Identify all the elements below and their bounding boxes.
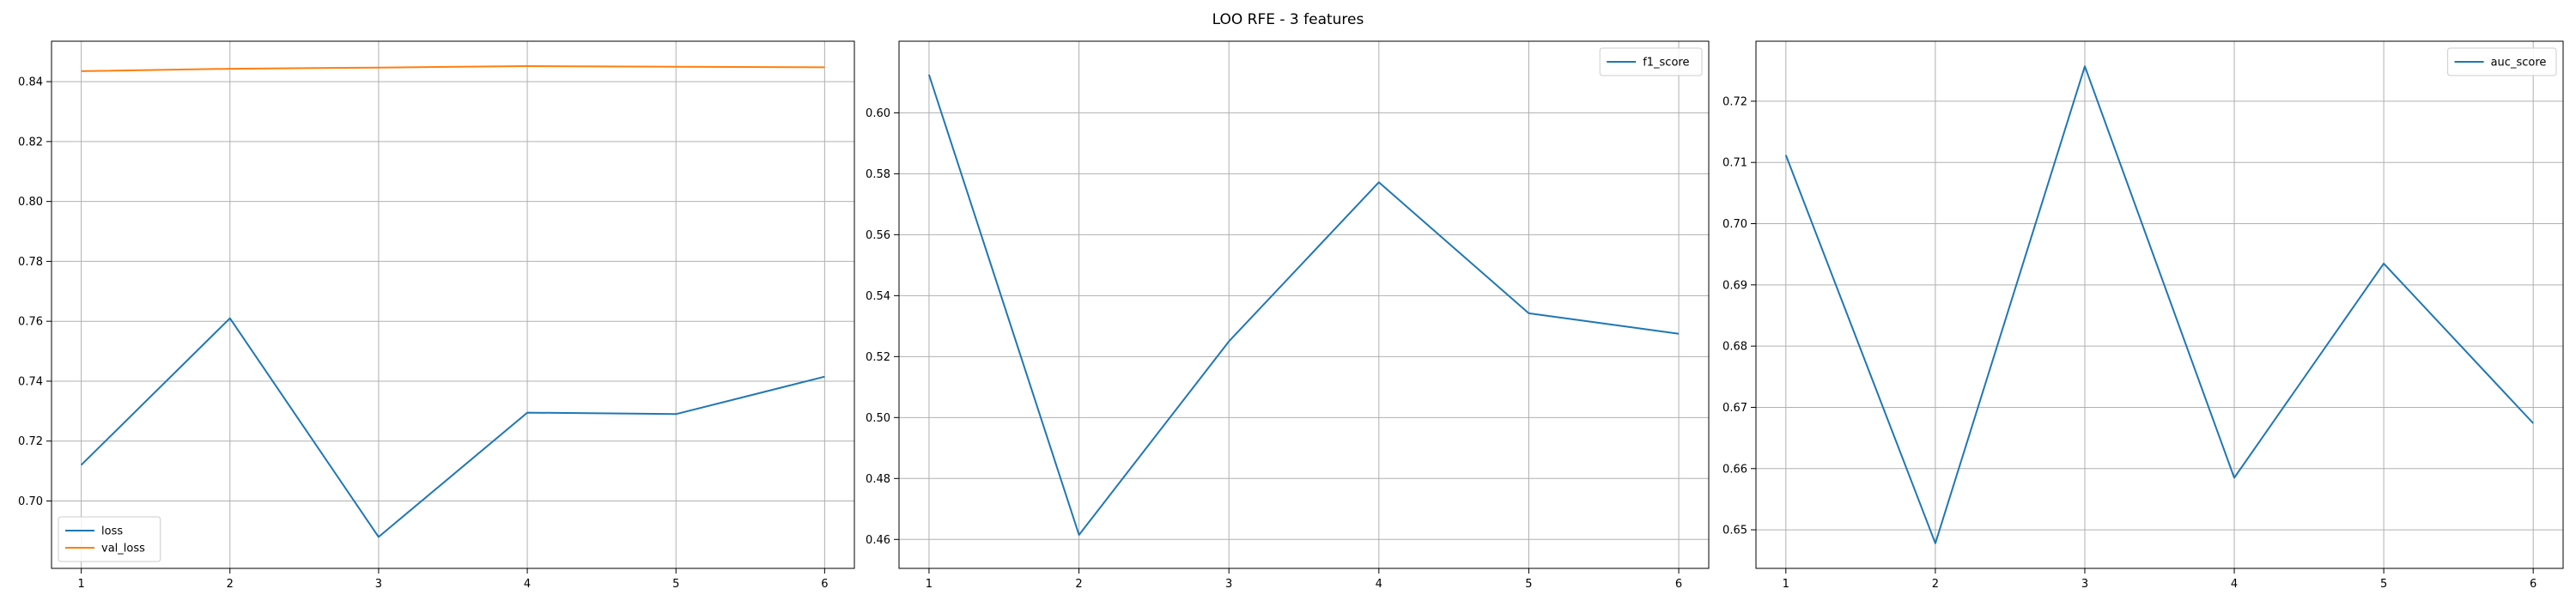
x-tick-label: 4	[2231, 578, 2238, 591]
y-tick-label: 0.60	[866, 107, 890, 120]
y-tick-label: 0.82	[18, 136, 43, 149]
y-tick-label: 0.56	[866, 229, 890, 242]
legend: auc_score	[2447, 47, 2557, 76]
y-tick-label: 0.66	[1722, 463, 1747, 476]
y-tick-label: 0.80	[18, 196, 43, 209]
y-tick-label: 0.72	[18, 435, 43, 448]
x-tick-label: 3	[375, 578, 382, 591]
figure-title: LOO RFE - 3 features	[1212, 11, 1364, 28]
legend: f1_score	[1599, 47, 1703, 76]
y-tick-label: 0.78	[18, 256, 43, 269]
y-tick-label: 0.68	[1722, 341, 1747, 354]
legend-label-f1_score: f1_score	[1643, 57, 1689, 70]
axes-frame	[51, 40, 855, 569]
y-tick-label: 0.46	[866, 534, 890, 547]
x-tick-label: 1	[926, 578, 933, 591]
series-line-loss	[80, 317, 825, 538]
x-tick-label: 6	[821, 578, 828, 591]
y-tick-label: 0.69	[1722, 279, 1747, 292]
legend-box	[2447, 47, 2557, 76]
y-tick-label: 0.52	[866, 351, 890, 364]
axes-frame	[1755, 40, 2564, 569]
subplots: 1 2 3 4 5 6 0.70 0.72 0.74 0.76 0.78 0.80 0.82 0.84 lo…	[18, 40, 2564, 591]
y-tick-label: 0.58	[866, 168, 890, 181]
legend: loss val_loss	[58, 516, 161, 562]
x-tick-label: 6	[2530, 578, 2537, 591]
y-tick-label: 0.67	[1722, 402, 1747, 415]
y-tick-label: 0.71	[1722, 157, 1747, 170]
series-line-val_loss	[81, 65, 825, 72]
subplot-2: 1 2 3 4 5 6 0.46 0.48 0.50 0.52 0.54 0.56 0.58 0.60 f1…	[866, 40, 1710, 591]
axes-frame	[898, 40, 1710, 569]
x-tick-label: 1	[1783, 578, 1789, 591]
y-tick-label: 0.72	[1722, 95, 1747, 108]
series-line-f1_score	[927, 74, 1680, 536]
subplot-3: 1 2 3 4 5 6 0.65 0.66 0.67 0.68 0.69 0.70 0.71 0.72 au…	[1722, 40, 2564, 591]
legend-box	[1599, 47, 1703, 76]
subplot-1: 1 2 3 4 5 6 0.70 0.72 0.74 0.76 0.78 0.80 0.82 0.84 lo…	[18, 40, 855, 591]
x-tick-label: 2	[1932, 578, 1939, 591]
x-tick-label: 3	[1225, 578, 1232, 591]
x-tick-label: 2	[1075, 578, 1082, 591]
x-tick-label: 5	[2380, 578, 2387, 591]
legend-label-val_loss: val_loss	[101, 543, 145, 555]
x-tick-label: 5	[672, 578, 679, 591]
legend-label-auc_score: auc_score	[2491, 57, 2547, 70]
y-tick-label: 0.70	[1722, 218, 1747, 231]
y-tick-label: 0.50	[866, 412, 890, 425]
legend-label-loss: loss	[101, 525, 123, 538]
y-tick-label: 0.84	[18, 76, 43, 89]
x-tick-label: 3	[2081, 578, 2088, 591]
x-tick-label: 1	[77, 578, 84, 591]
x-tick-label: 5	[1525, 578, 1532, 591]
x-tick-label: 4	[524, 578, 531, 591]
legend-box	[58, 516, 161, 562]
x-tick-label: 4	[1376, 578, 1382, 591]
y-tick-label: 0.70	[18, 495, 43, 508]
y-tick-label: 0.65	[1722, 525, 1747, 537]
y-tick-label: 0.54	[866, 290, 890, 303]
y-tick-label: 0.74	[18, 375, 43, 388]
y-tick-label: 0.48	[866, 473, 890, 486]
series-line-auc_score	[1784, 65, 2534, 544]
x-tick-label: 6	[1675, 578, 1682, 591]
y-tick-label: 0.76	[18, 316, 43, 329]
x-tick-label: 2	[227, 578, 234, 591]
